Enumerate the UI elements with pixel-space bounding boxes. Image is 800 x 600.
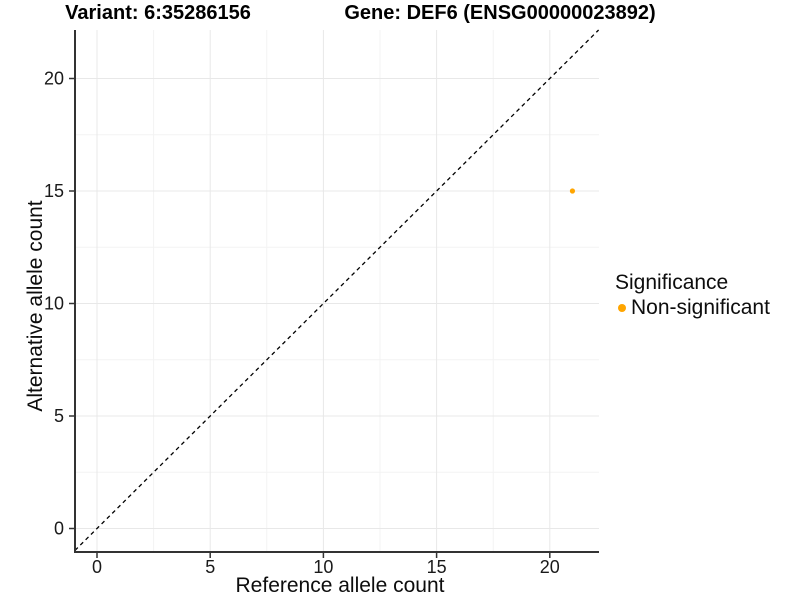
y-axis-title: Alternative allele count	[24, 200, 47, 412]
x-axis-title: Reference allele count	[235, 574, 445, 597]
x-tick-label: 5	[205, 557, 215, 577]
legend-title: Significance	[615, 271, 729, 294]
y-tick-label: 10	[44, 294, 64, 314]
legend-point-icon	[618, 304, 626, 312]
y-tick-label: 15	[44, 181, 64, 201]
data-point	[569, 188, 576, 194]
legend-item: Non-significant	[615, 296, 770, 320]
x-tick-label: 15	[427, 557, 447, 577]
x-tick-label: 10	[313, 557, 333, 577]
x-tick-label: 20	[540, 557, 560, 577]
gene-title: Gene: DEF6 (ENSG00000023892)	[344, 2, 656, 24]
y-tick-label: 0	[54, 519, 64, 539]
legend-item-label: Non-significant	[631, 296, 770, 319]
variant-title: Variant: 6:35286156	[65, 2, 251, 24]
y-tick-label: 5	[54, 406, 64, 426]
y-tick-label: 20	[44, 69, 64, 89]
legend: Significance Non-significant	[615, 271, 770, 320]
legend-key	[615, 297, 631, 319]
identity-dashed-line	[74, 29, 600, 551]
x-tick-label: 0	[92, 557, 102, 577]
